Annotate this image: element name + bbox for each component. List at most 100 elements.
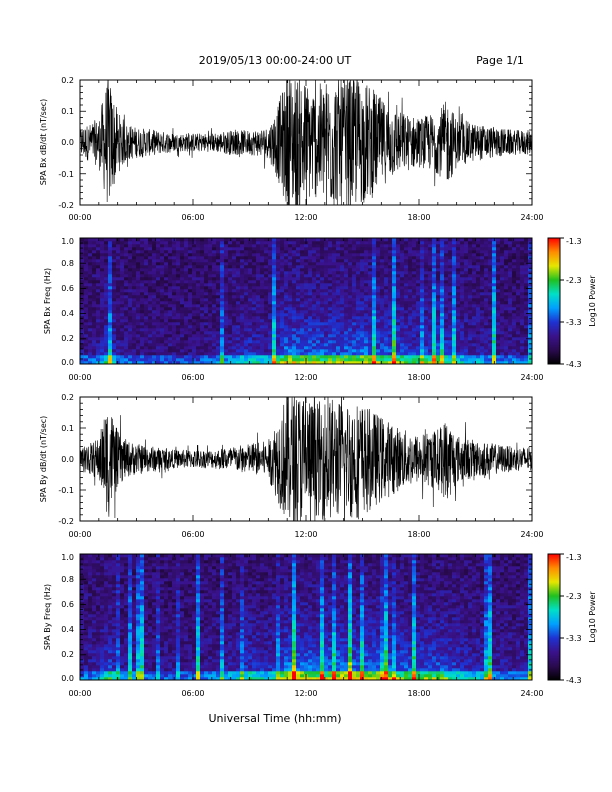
spectrogram-cell bbox=[472, 313, 477, 317]
spectrogram-cell bbox=[308, 328, 313, 332]
spectrogram-cell bbox=[464, 310, 469, 314]
spectrogram-cell bbox=[92, 268, 97, 272]
spectrogram-cell bbox=[396, 298, 401, 302]
spectrogram-cell bbox=[444, 274, 449, 278]
spectrogram-cell bbox=[456, 238, 461, 242]
spectrogram-cell bbox=[152, 355, 157, 359]
spectrogram-cell bbox=[192, 352, 197, 356]
spectrogram-cell bbox=[392, 295, 397, 299]
spectrogram-cell bbox=[220, 343, 225, 347]
spectrogram-cell bbox=[436, 304, 441, 308]
spectrogram-cell bbox=[204, 256, 209, 260]
spectrogram-cell bbox=[136, 355, 141, 359]
spectrogram-cell bbox=[220, 295, 225, 299]
spectrogram-cell bbox=[332, 316, 337, 320]
spectrogram-cell bbox=[204, 358, 209, 362]
spectrogram-cell bbox=[100, 292, 105, 296]
spectrogram-cell bbox=[468, 313, 473, 317]
spectrogram-cell bbox=[312, 283, 317, 287]
spectrogram-cell bbox=[228, 355, 233, 359]
spectrogram-cell bbox=[272, 265, 277, 269]
spectrogram-cell bbox=[156, 316, 161, 320]
spectrogram-cell bbox=[120, 316, 125, 320]
spectrogram-cell bbox=[264, 310, 269, 314]
spectrogram-cell bbox=[216, 349, 221, 353]
spectrogram-cell bbox=[160, 349, 165, 353]
spectrogram-cell bbox=[96, 355, 101, 359]
spectrogram-cell bbox=[80, 328, 85, 332]
spectrogram-cell bbox=[308, 325, 313, 329]
spectrogram-cell bbox=[272, 331, 277, 335]
spectrogram-cell bbox=[252, 289, 257, 293]
spectrogram-cell bbox=[508, 343, 513, 347]
spectrogram-cell bbox=[528, 346, 533, 350]
spectrogram-cell bbox=[80, 268, 85, 272]
spectrogram-cell bbox=[448, 340, 453, 344]
spectrogram-cell bbox=[144, 358, 149, 362]
spectrogram-cell bbox=[512, 334, 517, 338]
spectrogram-cell bbox=[332, 310, 337, 314]
spectrogram-cell bbox=[108, 259, 113, 263]
spectrogram-cell bbox=[432, 268, 437, 272]
spectrogram-cell bbox=[424, 334, 429, 338]
spectrogram-cell bbox=[436, 262, 441, 266]
spectrogram-cell bbox=[520, 271, 525, 275]
spectrogram-cell bbox=[132, 268, 137, 272]
spectrogram-cell bbox=[256, 349, 261, 353]
spectrogram-cell bbox=[240, 340, 245, 344]
spectrogram-cell bbox=[320, 280, 325, 284]
spectrogram-cell bbox=[160, 292, 165, 296]
spectrogram-cell bbox=[392, 325, 397, 329]
spectrogram-cell bbox=[164, 349, 169, 353]
spectrogram-cell bbox=[292, 361, 297, 365]
spectrogram-cell bbox=[220, 325, 225, 329]
spectrogram-cell bbox=[240, 334, 245, 338]
spectrogram-cell bbox=[268, 280, 273, 284]
spectrogram-cell bbox=[252, 343, 257, 347]
spectrogram-cell bbox=[504, 331, 509, 335]
spectrogram-cell bbox=[152, 316, 157, 320]
spectrogram-cell bbox=[168, 343, 173, 347]
spectrogram-cell bbox=[132, 349, 137, 353]
spectrogram-cell bbox=[380, 250, 385, 254]
spectrogram-cell bbox=[272, 301, 277, 305]
spectrogram-cell bbox=[416, 316, 421, 320]
spectrogram-cell bbox=[96, 268, 101, 272]
spectrogram-cell bbox=[108, 247, 113, 251]
spectrogram-cell bbox=[252, 352, 257, 356]
spectrogram-cell bbox=[272, 319, 277, 323]
spectrogram-cell bbox=[216, 322, 221, 326]
spectrogram-cell bbox=[368, 280, 373, 284]
spectrogram-cell bbox=[360, 358, 365, 362]
spectrogram-cell bbox=[352, 343, 357, 347]
spectrogram-cell bbox=[176, 322, 181, 326]
spectrogram-cell bbox=[448, 298, 453, 302]
spectrogram-cell bbox=[124, 271, 129, 275]
spectrogram-cell bbox=[196, 328, 201, 332]
spectrogram-cell bbox=[408, 301, 413, 305]
spectrogram-cell bbox=[408, 334, 413, 338]
spectrogram-cell bbox=[280, 331, 285, 335]
spectrogram-cell bbox=[460, 259, 465, 263]
spectrogram-cell bbox=[392, 352, 397, 356]
spectrogram-cell bbox=[132, 343, 137, 347]
spectrogram-cell bbox=[428, 268, 433, 272]
spectrogram-cell bbox=[180, 244, 185, 248]
spectrogram-cell bbox=[400, 274, 405, 278]
spectrogram-cell bbox=[316, 316, 321, 320]
spectrogram-cell bbox=[296, 247, 301, 251]
spectrogram-cell bbox=[420, 286, 425, 290]
spectrogram-cell bbox=[448, 289, 453, 293]
spectrogram-cell bbox=[124, 304, 129, 308]
spectrogram-cell bbox=[408, 340, 413, 344]
spectrogram-cell bbox=[300, 289, 305, 293]
spectrogram-cell bbox=[380, 352, 385, 356]
spectrogram-cell bbox=[428, 277, 433, 281]
spectrogram-cell bbox=[456, 295, 461, 299]
spectrogram-cell bbox=[148, 349, 153, 353]
spectrogram-cell bbox=[388, 247, 393, 251]
spectrogram-cell bbox=[312, 247, 317, 251]
spectrogram-cell bbox=[144, 331, 149, 335]
spectrogram-cell bbox=[116, 325, 121, 329]
spectrogram-cell bbox=[520, 274, 525, 278]
